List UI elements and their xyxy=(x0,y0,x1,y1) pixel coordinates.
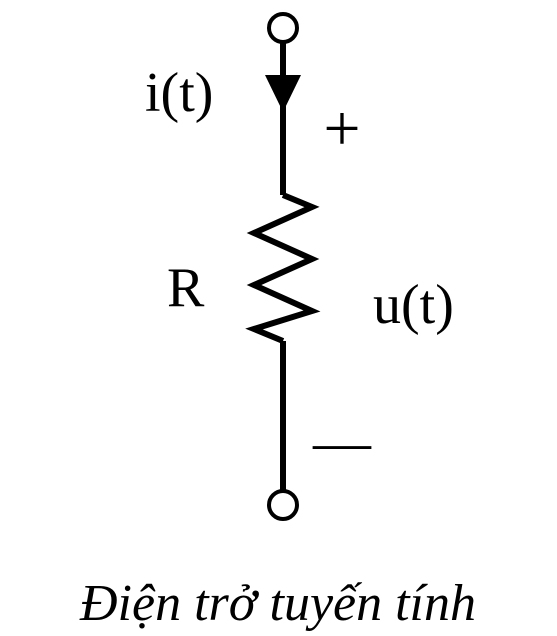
bottom-terminal xyxy=(267,489,299,521)
diagram-caption: Điện trở tuyến tính xyxy=(79,575,476,632)
plus-sign: + xyxy=(323,92,360,165)
minus-sign: — xyxy=(312,409,372,474)
current-label: i(t) xyxy=(145,62,213,124)
resistor-label: R xyxy=(167,257,205,319)
voltage-label: u(t) xyxy=(373,274,454,336)
current-arrow-icon xyxy=(265,75,301,112)
top-terminal xyxy=(267,12,299,44)
resistor-zigzag xyxy=(245,192,321,344)
